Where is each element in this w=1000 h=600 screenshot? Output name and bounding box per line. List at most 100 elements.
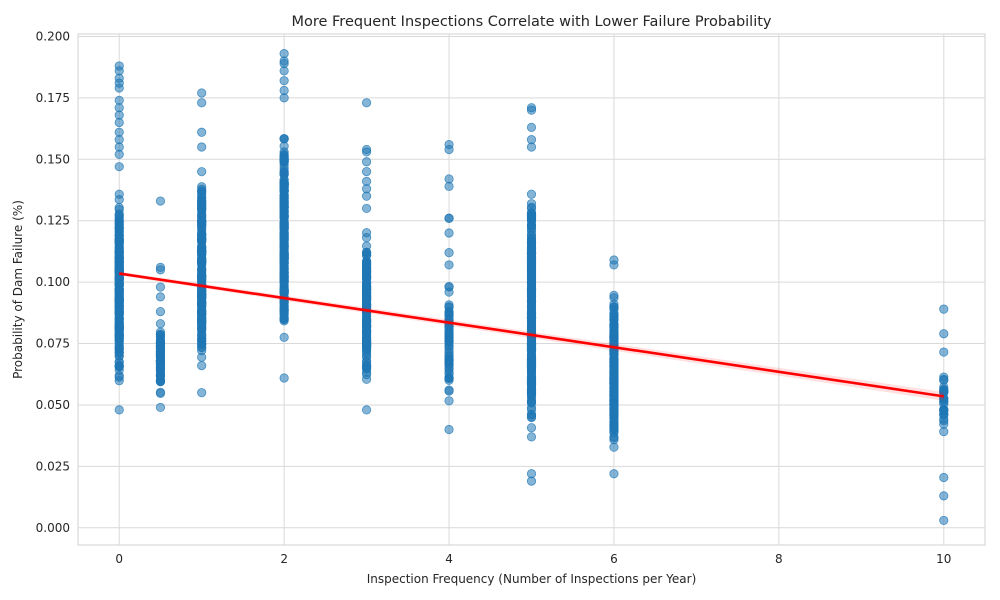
y-tick-label: 0.150 xyxy=(36,152,70,166)
data-point xyxy=(526,269,537,279)
chart-title: More Frequent Inspections Correlate with… xyxy=(291,14,771,30)
data-point xyxy=(609,390,619,400)
data-point xyxy=(155,332,166,342)
data-point xyxy=(114,61,124,71)
data-point xyxy=(444,341,454,351)
data-point xyxy=(609,421,619,432)
data-point xyxy=(444,281,454,292)
data-point xyxy=(114,243,124,253)
data-point xyxy=(609,373,619,383)
data-point xyxy=(114,162,124,172)
data-point xyxy=(114,370,124,381)
data-point xyxy=(197,127,207,137)
data-point xyxy=(279,85,289,96)
data-point xyxy=(279,314,289,325)
x-tick-label: 10 xyxy=(936,552,951,566)
data-point xyxy=(361,343,372,353)
data-point xyxy=(114,294,124,305)
data-point xyxy=(526,261,537,271)
data-point xyxy=(526,282,537,293)
data-point xyxy=(526,295,537,305)
data-point xyxy=(197,388,207,398)
y-tick-label: 0.100 xyxy=(36,275,70,289)
data-point xyxy=(155,371,166,382)
data-point xyxy=(155,388,166,398)
data-point xyxy=(279,167,289,177)
data-point xyxy=(279,260,289,270)
data-point xyxy=(444,248,454,258)
data-point xyxy=(526,412,537,422)
data-point xyxy=(279,242,289,252)
data-point xyxy=(361,166,372,177)
data-point xyxy=(361,157,372,167)
data-point xyxy=(114,127,124,137)
data-point xyxy=(155,402,166,413)
data-point xyxy=(444,174,454,184)
data-point xyxy=(279,49,289,59)
data-point xyxy=(444,367,454,378)
x-axis-ticks: 0 2 4 6 8 10 xyxy=(115,552,951,566)
data-point xyxy=(114,340,124,351)
data-point xyxy=(197,331,207,342)
data-point xyxy=(609,290,619,300)
data-point xyxy=(361,360,372,370)
data-point xyxy=(155,307,166,317)
data-point xyxy=(939,304,949,314)
y-tick-label: 0.200 xyxy=(36,29,70,43)
data-point xyxy=(279,373,289,383)
data-point xyxy=(444,386,454,396)
data-point xyxy=(279,229,289,240)
data-point xyxy=(279,198,289,208)
regression-line xyxy=(119,272,944,398)
data-point xyxy=(526,384,537,394)
data-point xyxy=(114,195,124,205)
data-point xyxy=(279,211,289,222)
data-point xyxy=(197,88,207,98)
data-point xyxy=(526,103,537,113)
data-point xyxy=(114,311,124,321)
data-point xyxy=(526,423,537,433)
data-point xyxy=(114,224,124,234)
data-point xyxy=(114,95,124,105)
data-point xyxy=(361,144,372,155)
y-tick-label: 0.000 xyxy=(36,521,70,535)
y-tick-label: 0.075 xyxy=(36,337,70,351)
data-point xyxy=(361,176,372,187)
data-point xyxy=(279,181,289,191)
data-point xyxy=(197,184,207,194)
data-point xyxy=(279,286,289,296)
data-point xyxy=(361,233,372,243)
data-point xyxy=(197,167,207,177)
data-point xyxy=(114,405,124,415)
data-point xyxy=(197,142,207,152)
data-point xyxy=(197,203,207,213)
data-point xyxy=(279,332,289,342)
data-point xyxy=(939,515,949,526)
data-point xyxy=(526,252,537,262)
x-tick-label: 8 xyxy=(775,552,783,566)
data-point xyxy=(526,432,537,442)
data-point xyxy=(444,396,454,406)
data-point xyxy=(114,210,124,220)
data-point xyxy=(609,469,619,479)
x-tick-label: 0 xyxy=(115,552,123,566)
data-point xyxy=(197,254,207,264)
data-point xyxy=(609,403,619,413)
data-point xyxy=(609,255,619,265)
y-tick-label: 0.175 xyxy=(36,91,70,105)
data-point xyxy=(197,98,207,108)
data-point xyxy=(197,300,207,311)
data-point xyxy=(526,135,537,145)
data-point xyxy=(939,472,949,483)
data-point xyxy=(114,321,124,331)
data-point xyxy=(361,203,372,214)
data-point xyxy=(526,362,537,372)
data-point xyxy=(444,260,454,270)
data-point xyxy=(155,262,166,272)
data-point xyxy=(361,328,372,338)
data-point xyxy=(939,409,949,420)
data-point xyxy=(939,347,949,357)
data-point xyxy=(444,328,454,338)
